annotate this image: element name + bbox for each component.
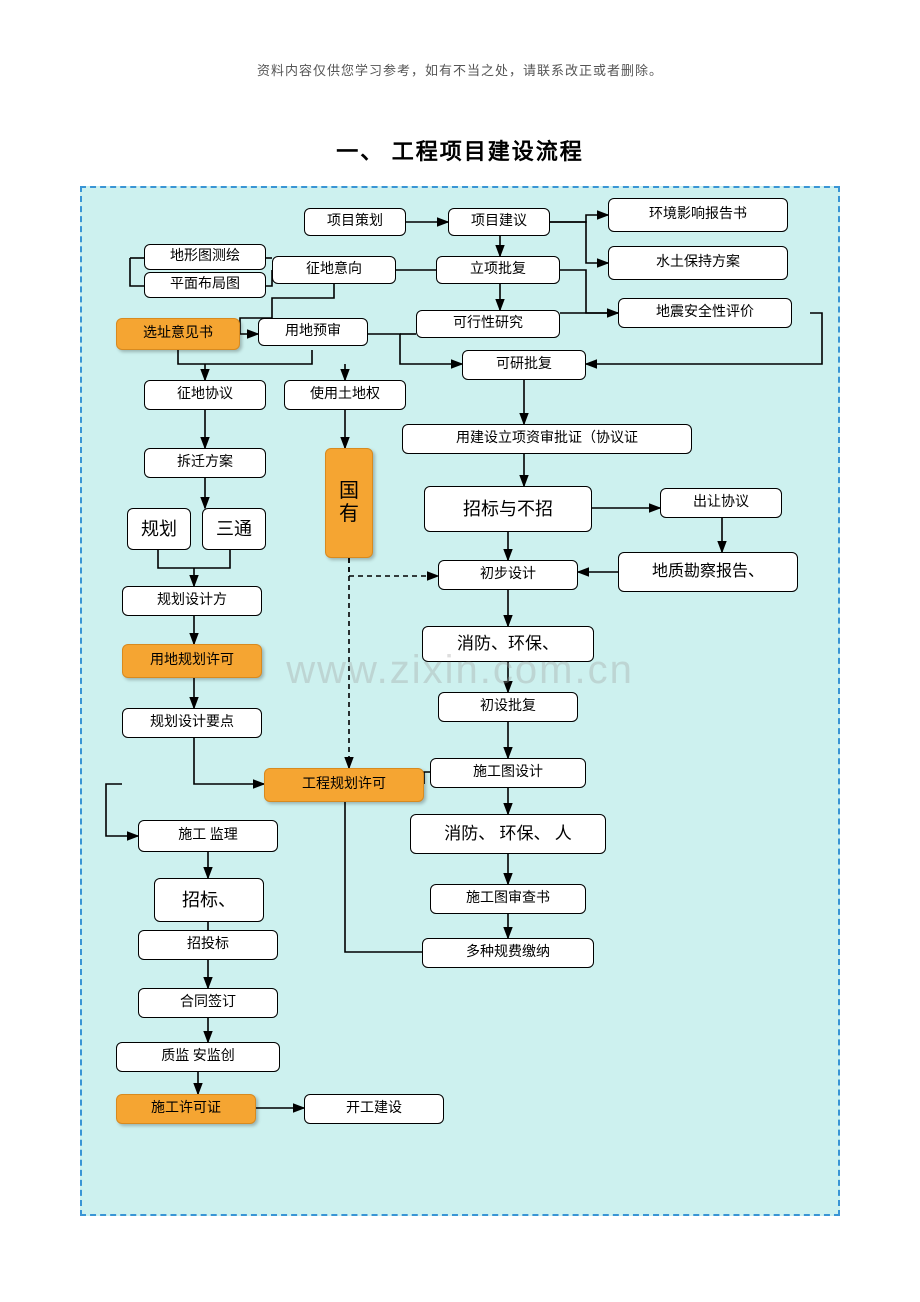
flow-node-n6: 征地意向: [272, 256, 396, 284]
flow-node-n20: 出让协议: [660, 488, 782, 518]
flow-node-n38: 合同签订: [138, 988, 278, 1018]
flow-edge: [106, 784, 138, 836]
flow-node-n25: 规划设计方: [122, 586, 262, 616]
flow-node-n21: 规划: [127, 508, 191, 550]
flow-node-n18: 国有: [325, 448, 373, 558]
flow-node-n32: 消防、 环保、 人: [410, 814, 606, 854]
header-note: 资料内容仅供您学习参考，如有不当之处，请联系改正或者删除。: [0, 60, 920, 79]
flow-node-n29: 初设批复: [438, 692, 578, 722]
flow-node-n4: 地形图测绘: [144, 244, 266, 270]
flow-node-n17: 拆迁方案: [144, 448, 266, 478]
flow-edge: [130, 258, 144, 286]
flow-node-n22: 三通: [202, 508, 266, 550]
flow-node-n28: 消防、环保、: [422, 626, 594, 662]
flow-edge: [349, 558, 438, 576]
flow-edge: [368, 334, 462, 364]
flow-node-n30: 工程规划许可: [264, 768, 424, 802]
flow-node-n11: 可行性研究: [416, 310, 560, 338]
flow-edge: [550, 215, 608, 222]
flow-node-n35: 施工 监理: [138, 820, 278, 852]
flow-node-n5: 平面布局图: [144, 272, 266, 298]
flow-node-n14: 使用土地权: [284, 380, 406, 410]
flow-node-n16: 用建设立项资审批证（协议证: [402, 424, 692, 454]
flow-node-n2: 项目建议: [448, 208, 550, 236]
flow-node-n24: 地质勘察报告、: [618, 552, 798, 592]
flow-node-n36: 招标、: [154, 878, 264, 922]
flow-edge: [550, 222, 608, 263]
flow-node-n3: 环境影响报告书: [608, 198, 788, 232]
flow-node-n7: 立项批复: [436, 256, 560, 284]
flow-node-n41: 开工建设: [304, 1094, 444, 1124]
flow-edge: [194, 738, 264, 784]
flow-node-n31: 施工图设计: [430, 758, 586, 788]
flow-edge: [178, 350, 312, 364]
page-title: 一、 工程项目建设流程: [0, 134, 920, 166]
flowchart-canvas: 项目策划 项目建议 环境影响报告书地形图测绘平面布局图征地意向 立项批复 水土保持方案选…: [80, 186, 840, 1216]
flow-node-n8: 水土保持方案: [608, 246, 788, 280]
flow-node-n9: 选址意见书: [116, 318, 240, 350]
flow-node-n34: 多种规费缴纳: [422, 938, 594, 968]
flow-node-n23: 初步设计: [438, 560, 578, 590]
flow-node-n37: 招投标: [138, 930, 278, 960]
flow-node-n15: 可研批复: [462, 350, 586, 380]
flow-edge: [158, 550, 230, 568]
flow-node-n27: 规划设计要点: [122, 708, 262, 738]
flow-node-n40: 施工许可证: [116, 1094, 256, 1124]
flow-node-n26: 用地规划许可: [122, 644, 262, 678]
flow-node-n1: 项目策划: [304, 208, 406, 236]
flow-node-n33: 施工图审查书: [430, 884, 586, 914]
flow-node-n10: 用地预审: [258, 318, 368, 346]
flow-node-n19: 招标与不招: [424, 486, 592, 532]
flow-node-n12: 地震安全性评价: [618, 298, 792, 328]
flow-node-n39: 质监 安监创: [116, 1042, 280, 1072]
flow-node-n13: 征地协议: [144, 380, 266, 410]
